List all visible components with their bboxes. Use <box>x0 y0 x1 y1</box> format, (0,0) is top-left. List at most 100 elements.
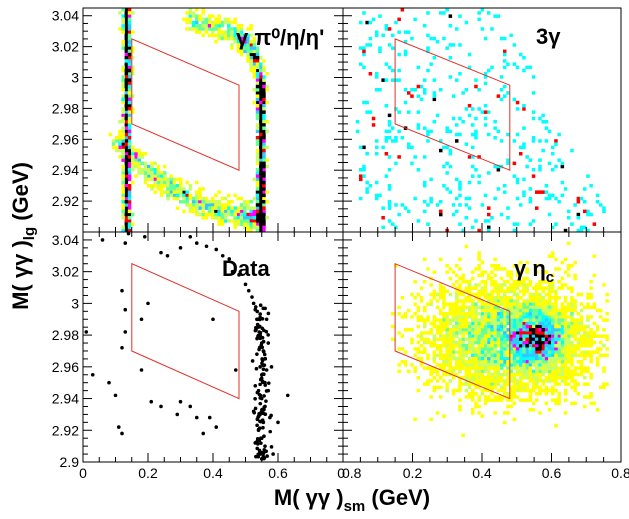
heatmap-cell <box>448 328 453 332</box>
heatmap-cell <box>458 353 462 358</box>
heatmap-cell <box>474 366 478 370</box>
heatmap-cell <box>551 360 555 364</box>
heatmap-cell <box>435 347 440 351</box>
heatmap-cell <box>490 379 494 383</box>
heatmap-cell <box>432 36 437 41</box>
heatmap-cell <box>506 337 510 342</box>
heatmap-cell <box>496 388 501 393</box>
heatmap-cell <box>483 308 488 313</box>
heatmap-cell <box>182 190 186 194</box>
heatmap-cell <box>519 356 523 361</box>
heatmap-cell <box>512 228 517 232</box>
heatmap-cell <box>211 20 215 25</box>
heatmap-cell <box>493 331 497 335</box>
heatmap-cell <box>166 180 170 185</box>
heatmap-cell <box>432 344 437 348</box>
heatmap-cell <box>541 113 545 118</box>
heatmap-cell <box>445 46 449 50</box>
heatmap-cell <box>252 206 257 210</box>
heatmap-cell <box>528 328 533 332</box>
heatmap-cell <box>121 155 125 159</box>
heatmap-cell <box>391 78 395 82</box>
heatmap-cell <box>477 379 481 383</box>
heatmap-cell <box>458 180 462 185</box>
heatmap-cell <box>230 30 234 34</box>
heatmap-cell <box>195 14 199 18</box>
heatmap-cell <box>467 340 472 345</box>
heatmap-cell <box>483 344 488 348</box>
heatmap-cell <box>474 315 478 319</box>
heatmap-cell <box>455 334 459 338</box>
heatmap-cell <box>442 379 446 383</box>
heatmap-cell <box>496 296 501 300</box>
heatmap-cell <box>483 379 488 383</box>
heatmap-cell <box>403 328 408 332</box>
heatmap-cell <box>169 190 173 194</box>
heatmap-cell <box>448 372 453 377</box>
heatmap-cell <box>239 46 244 50</box>
heatmap-cell <box>506 328 510 332</box>
heatmap-cell <box>586 324 590 329</box>
heatmap-cell <box>522 190 526 194</box>
heatmap-cell <box>451 312 456 316</box>
heatmap-cell <box>121 142 125 146</box>
heatmap-cell <box>512 344 517 348</box>
heatmap-cell <box>515 321 520 326</box>
heatmap-cell <box>602 318 606 322</box>
heatmap-cell <box>191 203 196 207</box>
heatmap-cell <box>252 75 257 79</box>
heatmap-cell <box>547 356 552 361</box>
heatmap-cell <box>493 376 497 380</box>
heatmap-cell <box>541 270 545 274</box>
heatmap-cell <box>394 161 398 166</box>
heatmap-cell <box>381 78 385 82</box>
heatmap-cell <box>490 334 494 338</box>
heatmap-cell <box>541 308 545 313</box>
heatmap-cell <box>573 388 577 393</box>
heatmap-cell <box>570 372 574 377</box>
heatmap-cell <box>391 126 395 130</box>
data-point <box>254 325 258 330</box>
heatmap-cell <box>207 200 212 204</box>
x-axis-label-unit: (GeV) <box>365 485 430 510</box>
heatmap-cell <box>506 376 510 380</box>
heatmap-cell <box>544 315 549 319</box>
heatmap-cell <box>576 196 581 201</box>
heatmap-cell <box>239 30 244 34</box>
heatmap-cell <box>573 302 577 306</box>
heatmap-cell <box>512 318 517 322</box>
heatmap-cell <box>586 315 590 319</box>
heatmap-cell <box>150 171 154 175</box>
heatmap-cell <box>551 315 555 319</box>
heatmap-cell <box>506 344 510 348</box>
heatmap-cell <box>243 222 247 226</box>
heatmap-cell <box>410 161 414 166</box>
heatmap-cell <box>544 379 549 383</box>
heatmap-cell <box>259 113 263 118</box>
heatmap-cell <box>118 142 122 146</box>
heatmap-cell <box>563 376 568 380</box>
heatmap-cell <box>416 318 421 322</box>
heatmap-cell <box>487 318 491 322</box>
heatmap-cell <box>477 180 481 185</box>
heatmap-cell <box>124 216 129 220</box>
heatmap-cell <box>554 369 558 374</box>
heatmap-cell <box>567 344 571 348</box>
heatmap-cell <box>474 78 478 82</box>
heatmap-cell <box>426 356 430 361</box>
data-point <box>237 273 241 277</box>
heatmap-cell <box>134 155 138 159</box>
heatmap-cell <box>573 347 577 351</box>
heatmap-cell <box>384 27 389 31</box>
heatmap-cell <box>525 382 529 386</box>
heatmap-cell <box>589 392 593 396</box>
heatmap-cell <box>541 331 545 335</box>
heatmap-cell <box>589 296 593 300</box>
heatmap-cell <box>512 334 517 338</box>
heatmap-cell <box>477 174 481 178</box>
heatmap-cell <box>576 347 581 351</box>
heatmap-cell <box>531 347 536 351</box>
heatmap-cell <box>519 289 523 294</box>
heatmap-cell <box>403 40 408 44</box>
heatmap-cell <box>207 33 212 38</box>
